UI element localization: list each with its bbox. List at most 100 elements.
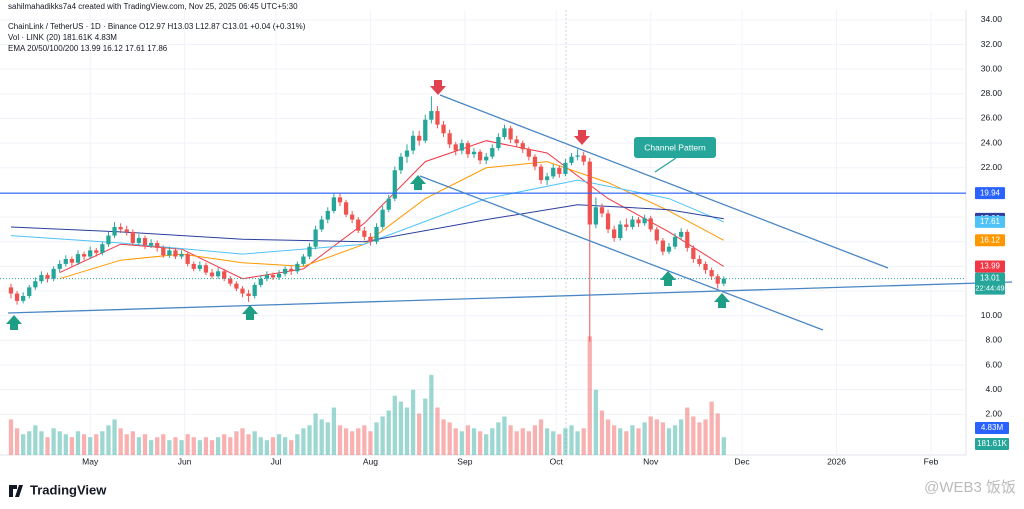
candle-body	[465, 143, 471, 155]
x-tick-label: Jun	[178, 456, 192, 466]
volume-bar	[246, 434, 251, 455]
price-tag	[975, 234, 1005, 247]
volume-bar	[27, 431, 32, 455]
volume-bar	[654, 419, 659, 455]
volume-bar	[276, 434, 282, 455]
symbol-legend: ChainLink / TetherUS · 1D · Binance O12.…	[8, 22, 306, 31]
brand: TradingView	[30, 482, 107, 497]
candle-body	[148, 242, 154, 246]
candle-body	[691, 247, 696, 260]
plot	[0, 10, 966, 455]
volume-bar	[563, 428, 568, 455]
volume-bar	[477, 431, 483, 455]
candle-body	[599, 207, 605, 214]
candle-body	[593, 207, 598, 225]
candle-body	[246, 293, 251, 296]
y-tick-label: 8.00	[985, 335, 1002, 345]
candle-body	[301, 256, 306, 264]
countdown: 22:44:49	[975, 284, 1004, 293]
candle-body	[136, 238, 142, 243]
volume-bar	[222, 434, 227, 455]
candle-body	[624, 224, 629, 227]
volume-bar	[520, 428, 525, 455]
candle-body	[222, 271, 227, 279]
volume-bar	[392, 395, 397, 455]
ema-line	[10, 204, 724, 243]
volume-bar	[100, 431, 105, 455]
candle-body	[21, 295, 26, 301]
candle-body	[429, 111, 434, 120]
candle-body	[398, 156, 404, 171]
volume-bar	[57, 431, 62, 455]
volume-bar	[429, 374, 434, 455]
candle-body	[703, 263, 708, 271]
volume-bar	[81, 434, 87, 455]
volume-bar	[356, 428, 361, 455]
volume-tag	[975, 438, 1009, 450]
candle-body	[283, 268, 288, 274]
candle-body	[240, 288, 245, 294]
volume-bar	[118, 428, 123, 455]
x-tick-label: Aug	[363, 456, 378, 466]
candle-body	[477, 151, 483, 161]
volume-bar	[587, 336, 592, 455]
candle-body	[63, 259, 68, 264]
volume-bar	[301, 428, 306, 455]
y-tick-label: 10.00	[981, 310, 1003, 320]
volume-bar	[636, 428, 641, 455]
candle-body	[289, 268, 294, 272]
volume-bar	[581, 428, 586, 455]
volume-bar	[350, 431, 355, 455]
candle-body	[666, 246, 672, 252]
volume-bar	[203, 437, 209, 455]
candle-body	[167, 250, 172, 256]
candle-body	[618, 224, 623, 239]
candle-body	[362, 230, 367, 237]
volume-bar	[721, 437, 726, 455]
volume-bar	[417, 413, 422, 455]
volume-bar	[490, 428, 495, 455]
y-tick-label: 24.00	[981, 137, 1003, 147]
volume-bar	[715, 413, 720, 455]
volume-bar	[368, 431, 373, 455]
volume-bar	[374, 422, 379, 455]
lower-channel-line	[419, 175, 824, 331]
candle-body	[423, 119, 428, 141]
volume-bar	[709, 401, 714, 455]
callout-pointer	[654, 157, 677, 173]
candle-body	[709, 270, 714, 277]
candle-body	[630, 219, 635, 227]
candle-body	[94, 250, 99, 253]
volume-bar	[88, 437, 93, 455]
x-tick-label: Nov	[643, 456, 659, 466]
candle-body	[57, 263, 62, 269]
candle-body	[228, 278, 233, 284]
volume-bar	[215, 437, 221, 455]
volume-bar	[410, 389, 416, 455]
volume-bar	[283, 437, 288, 455]
candle-body	[551, 167, 556, 177]
candle-body	[435, 111, 440, 125]
drawings	[7, 94, 1013, 331]
y-tick-label: 26.00	[981, 113, 1003, 123]
ema-line	[10, 179, 724, 255]
volume-bar	[459, 431, 464, 455]
volume-bar	[112, 419, 117, 455]
volume-bar	[307, 425, 312, 455]
volume-bar	[624, 431, 629, 455]
volume-bar	[697, 422, 702, 455]
candle-body	[350, 214, 355, 220]
y-tick-label: 6.00	[985, 359, 1002, 369]
candle-body	[185, 254, 190, 264]
candle-body	[234, 283, 239, 289]
volume-bar	[106, 425, 111, 455]
annotation: Channel Pattern	[644, 142, 706, 152]
candle-body	[118, 226, 123, 230]
volume-bar	[161, 434, 166, 455]
volume-bar	[173, 437, 178, 455]
volume-bar	[435, 407, 440, 455]
candle-body	[75, 254, 81, 263]
candle-body	[447, 133, 452, 145]
volume-bar	[642, 422, 647, 455]
y-tick-label: 30.00	[981, 63, 1003, 73]
